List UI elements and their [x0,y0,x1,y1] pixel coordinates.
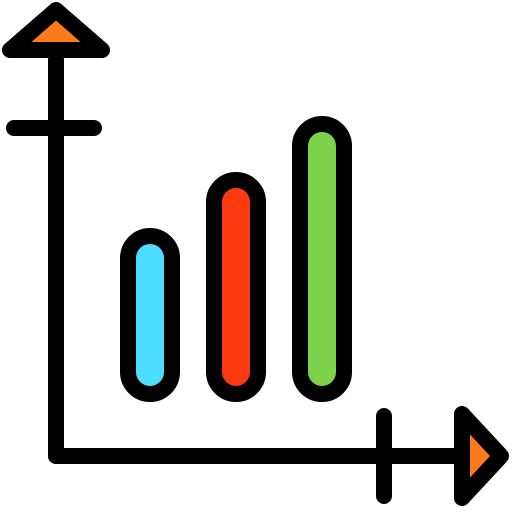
x-axis-arrow-icon [454,406,509,506]
bars-group [120,116,352,402]
bar-3 [292,116,352,402]
y-axis-arrow-icon [2,2,110,58]
bar-1 [120,228,180,402]
bar-2 [206,172,266,402]
